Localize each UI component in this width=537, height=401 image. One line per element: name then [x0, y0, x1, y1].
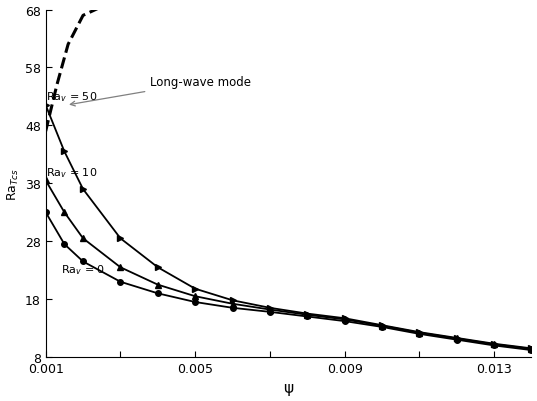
Text: Ra$_v$ = 10: Ra$_v$ = 10: [46, 166, 97, 179]
X-axis label: ψ: ψ: [284, 381, 294, 395]
Text: Long-wave mode: Long-wave mode: [70, 76, 251, 107]
Text: Ra$_v$ = 50: Ra$_v$ = 50: [46, 90, 97, 104]
Y-axis label: Ra$_{Tcs}$: Ra$_{Tcs}$: [5, 167, 20, 200]
Text: Ra$_v$ = 0: Ra$_v$ = 0: [61, 263, 105, 276]
